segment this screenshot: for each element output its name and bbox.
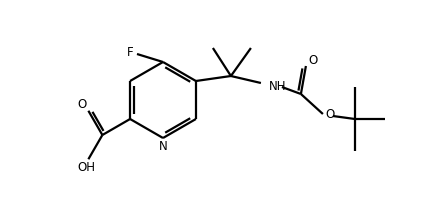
Text: OH: OH [77, 161, 95, 174]
Text: O: O [308, 55, 318, 67]
Text: NH: NH [269, 80, 286, 93]
Text: N: N [159, 139, 167, 152]
Text: O: O [325, 108, 335, 121]
Text: F: F [127, 46, 133, 59]
Text: O: O [78, 98, 87, 111]
